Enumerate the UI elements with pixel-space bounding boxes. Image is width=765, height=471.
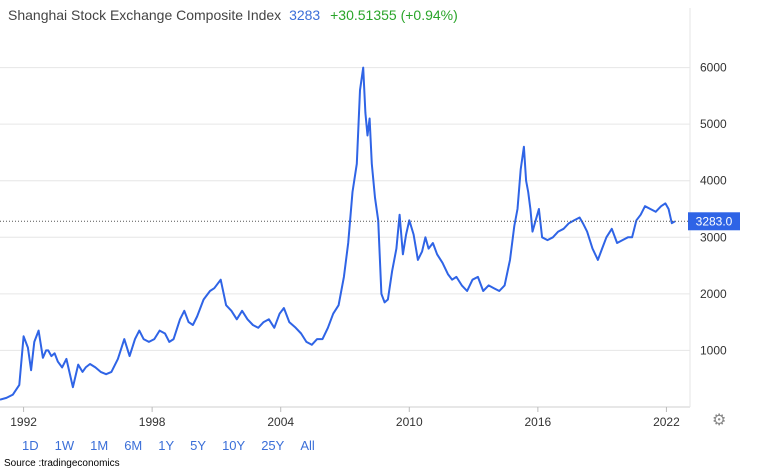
y-tick-label: 1000 <box>700 343 727 357</box>
x-tick-label: 1998 <box>139 415 166 429</box>
range-button-all[interactable]: All <box>300 438 315 453</box>
last-value-badge <box>688 212 740 231</box>
y-tick-label: 6000 <box>700 61 727 75</box>
range-button-1d[interactable]: 1D <box>22 438 39 453</box>
x-tick-label: 2004 <box>267 415 294 429</box>
current-price: 3283 <box>289 7 321 23</box>
range-selector: 1D 1W 1M 6M 1Y 5Y 10Y 25Y All <box>22 438 331 453</box>
grid <box>0 8 691 408</box>
y-tick-label: 3000 <box>700 230 727 244</box>
y-axis-ticks: 1000 2000 3000 4000 5000 6000 <box>700 61 727 358</box>
x-tick-label: 1992 <box>10 415 37 429</box>
chart-title: Shanghai Stock Exchange Composite Index <box>8 7 282 23</box>
price-change: +30.51355 (+0.94%) <box>330 7 458 23</box>
gear-icon[interactable]: ⚙ <box>712 412 727 429</box>
range-button-1m[interactable]: 1M <box>90 438 109 453</box>
range-button-25y[interactable]: 25Y <box>261 438 285 453</box>
series-line-0 <box>0 66 676 401</box>
range-button-10y[interactable]: 10Y <box>222 438 246 453</box>
last-value-badge-group: 3283.0 <box>0 212 740 231</box>
series-layer <box>0 66 676 401</box>
last-value-label: 3283.0 <box>696 214 733 228</box>
x-axis-ticks: 1992 1998 2004 2010 2016 2022 <box>10 407 680 429</box>
y-tick-label: 2000 <box>700 287 727 301</box>
x-tick-label: 2010 <box>396 415 423 429</box>
range-button-1y[interactable]: 1Y <box>158 438 175 453</box>
range-button-6m[interactable]: 6M <box>124 438 143 453</box>
x-tick-label: 2022 <box>653 415 680 429</box>
range-button-1w[interactable]: 1W <box>54 438 75 453</box>
range-button-5y[interactable]: 5Y <box>190 438 207 453</box>
y-tick-label: 5000 <box>700 117 727 131</box>
y-tick-label: 4000 <box>700 174 727 188</box>
x-tick-label: 2016 <box>525 415 552 429</box>
chart-header: Shanghai Stock Exchange Composite Index … <box>8 7 458 23</box>
source-note: Source :tradingeconomics <box>4 458 120 469</box>
